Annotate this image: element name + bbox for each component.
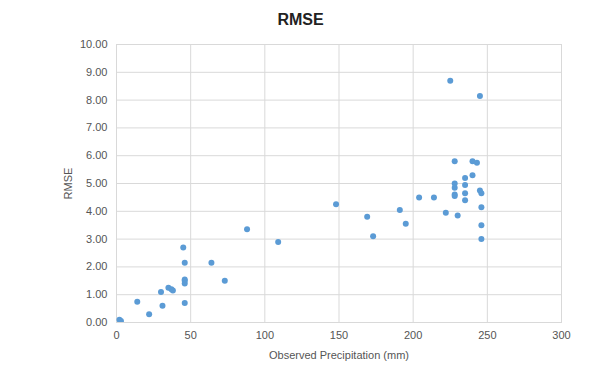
svg-text:10.00: 10.00 xyxy=(80,38,108,50)
svg-text:Observed Precipitation (mm): Observed Precipitation (mm) xyxy=(269,349,409,361)
svg-text:5.00: 5.00 xyxy=(86,177,107,189)
svg-text:9.00: 9.00 xyxy=(86,66,107,78)
svg-text:0.00: 0.00 xyxy=(86,316,107,328)
svg-text:1.00: 1.00 xyxy=(86,288,107,300)
svg-text:RMSE: RMSE xyxy=(62,168,74,200)
svg-text:2.00: 2.00 xyxy=(86,260,107,272)
svg-text:100: 100 xyxy=(256,329,274,341)
svg-text:200: 200 xyxy=(404,329,422,341)
html-text:RMSE: RMSE xyxy=(277,11,324,28)
svg-text:8.00: 8.00 xyxy=(86,94,107,106)
svg-text:6.00: 6.00 xyxy=(86,149,107,161)
svg-text:3.00: 3.00 xyxy=(86,233,107,245)
svg-text:50: 50 xyxy=(185,329,197,341)
svg-text:4.00: 4.00 xyxy=(86,205,107,217)
svg-text:0: 0 xyxy=(113,329,119,341)
svg-text:150: 150 xyxy=(330,329,348,341)
svg-text:7.00: 7.00 xyxy=(86,121,107,133)
svg-text:300: 300 xyxy=(552,329,570,341)
svg-text:250: 250 xyxy=(478,329,496,341)
